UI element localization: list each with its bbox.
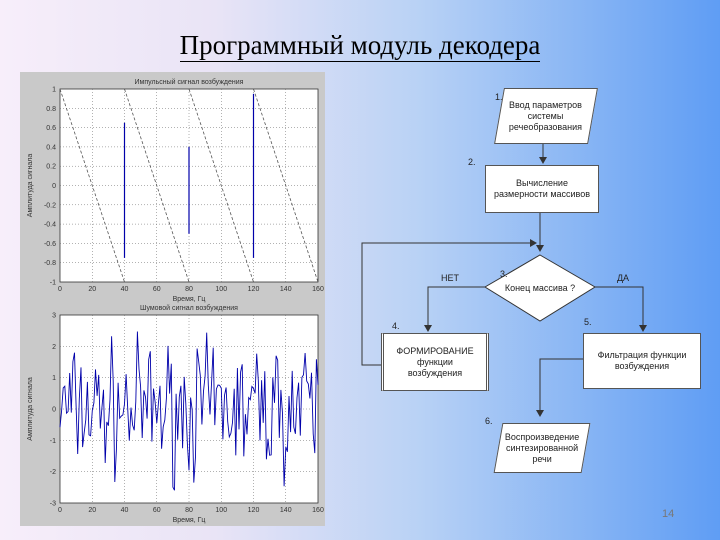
flowchart-connectors: 3. Конец массива ? НЕТ ДА (361, 144, 647, 417)
box6-line: речи (532, 453, 552, 464)
x-tick-label: 60 (153, 507, 161, 514)
box-filter-excitation: Фильтрация функции возбуждения (583, 333, 701, 389)
x-tick-label: 120 (248, 507, 260, 514)
sawtooth-segment (253, 88, 319, 283)
sawtooth-segment (59, 88, 125, 283)
y-axis-label: Амплитуда сигнала (27, 377, 34, 441)
x-tick-label: 60 (153, 286, 161, 293)
box4-line: возбуждения (407, 367, 463, 378)
arrow-yes (595, 286, 647, 332)
y-tick-label: 0.6 (46, 125, 56, 132)
y-tick-label: 1 (52, 375, 56, 382)
x-tick-label: 0 (58, 286, 62, 293)
box-input-parameters: Ввод параметров системы речеобразования (494, 88, 598, 144)
y-tick-label: 1 (52, 87, 56, 94)
box5-line: возбуждения (614, 361, 670, 371)
y-tick-label: 0 (52, 183, 56, 190)
chart-title: Шумовой сигнал возбуждения (140, 304, 238, 312)
y-tick-label: 0.2 (46, 164, 56, 171)
slide-title: Программный модуль декодера (179, 30, 541, 62)
x-axis-label: Время, Гц (173, 296, 206, 303)
y-tick-label: 0 (52, 407, 56, 414)
y-tick-label: 2 (52, 344, 56, 351)
y-tick-label: -0.8 (44, 260, 56, 267)
arrow-5-6 (536, 358, 583, 417)
y-tick-label: 3 (52, 313, 56, 320)
step-5-label: 5. (584, 317, 592, 327)
x-axis-label: Время, Гц (173, 517, 206, 524)
box1-line: Ввод параметров (509, 99, 583, 110)
x-tick-label: 140 (280, 507, 292, 514)
step-3-label: 3. (500, 269, 508, 279)
no-label: НЕТ (441, 273, 460, 283)
box6-line: синтезированной (505, 442, 579, 453)
noise-series-line (59, 331, 319, 491)
step-1-label: 1. (495, 92, 503, 102)
x-tick-label: 160 (312, 507, 324, 514)
box1-line: речеобразования (509, 121, 583, 132)
y-tick-label: 0.4 (46, 144, 56, 151)
x-tick-label: 100 (215, 507, 227, 514)
y-tick-label: -1 (50, 438, 56, 445)
yes-label: ДА (617, 273, 629, 283)
x-tick-label: 80 (185, 507, 193, 514)
x-tick-label: 20 (88, 286, 96, 293)
box5-line: Фильтрация функции (597, 350, 687, 360)
y-tick-label: -0.4 (44, 222, 56, 229)
x-tick-label: 140 (280, 286, 292, 293)
decision-text: Конец массива ? (505, 283, 575, 293)
box1-line: системы (528, 110, 564, 121)
x-tick-label: 160 (312, 286, 324, 293)
box-playback-speech: Воспроизведение синтезированной речи (493, 423, 591, 473)
sawtooth-segment (124, 88, 190, 283)
page-number: 14 (662, 508, 675, 520)
box6-line: Воспроизведение (504, 431, 580, 442)
y-tick-label: -0.6 (44, 241, 56, 248)
flowchart: 3. Конец массива ? НЕТ ДА 1. Ввод параме… (340, 75, 720, 530)
y-tick-label: -1 (50, 280, 56, 287)
x-tick-label: 0 (58, 507, 62, 514)
box-compute-dimensions: Вычисление размерности массивов (485, 165, 599, 213)
x-tick-label: 100 (215, 286, 227, 293)
arrow-no (424, 286, 485, 332)
sawtooth-segment (188, 88, 254, 283)
box2-line: размерности массивов (493, 189, 591, 199)
x-tick-label: 40 (121, 507, 129, 514)
plot-figure: Импульсный сигнал возбуждения 0 20 40 60 80 10… (20, 72, 325, 526)
box-form-excitation: ФОРМИРОВАНИЕ функции возбуждения (381, 333, 489, 391)
y-axis-label: Амплитуда сигнала (27, 154, 34, 218)
x-tick-label: 120 (248, 286, 260, 293)
box4-line: функции (417, 356, 453, 367)
y-tick-label: -2 (50, 469, 56, 476)
y-tick-label: 0.8 (46, 106, 56, 113)
step-4-label: 4. (392, 321, 400, 331)
step-6-label: 6. (485, 416, 493, 426)
step-2-label: 2. (468, 157, 476, 167)
chart-title: Импульсный сигнал возбуждения (135, 78, 244, 86)
loop-back-line (361, 239, 537, 366)
x-tick-label: 20 (88, 507, 96, 514)
y-tick-label: -0.2 (44, 202, 56, 209)
x-tick-label: 40 (121, 286, 129, 293)
y-tick-label: -3 (50, 501, 56, 508)
box2-line: Вычисление (516, 178, 568, 188)
box4-line: ФОРМИРОВАНИЕ (396, 345, 474, 356)
x-tick-label: 80 (185, 286, 193, 293)
decision-diamond (484, 254, 596, 322)
